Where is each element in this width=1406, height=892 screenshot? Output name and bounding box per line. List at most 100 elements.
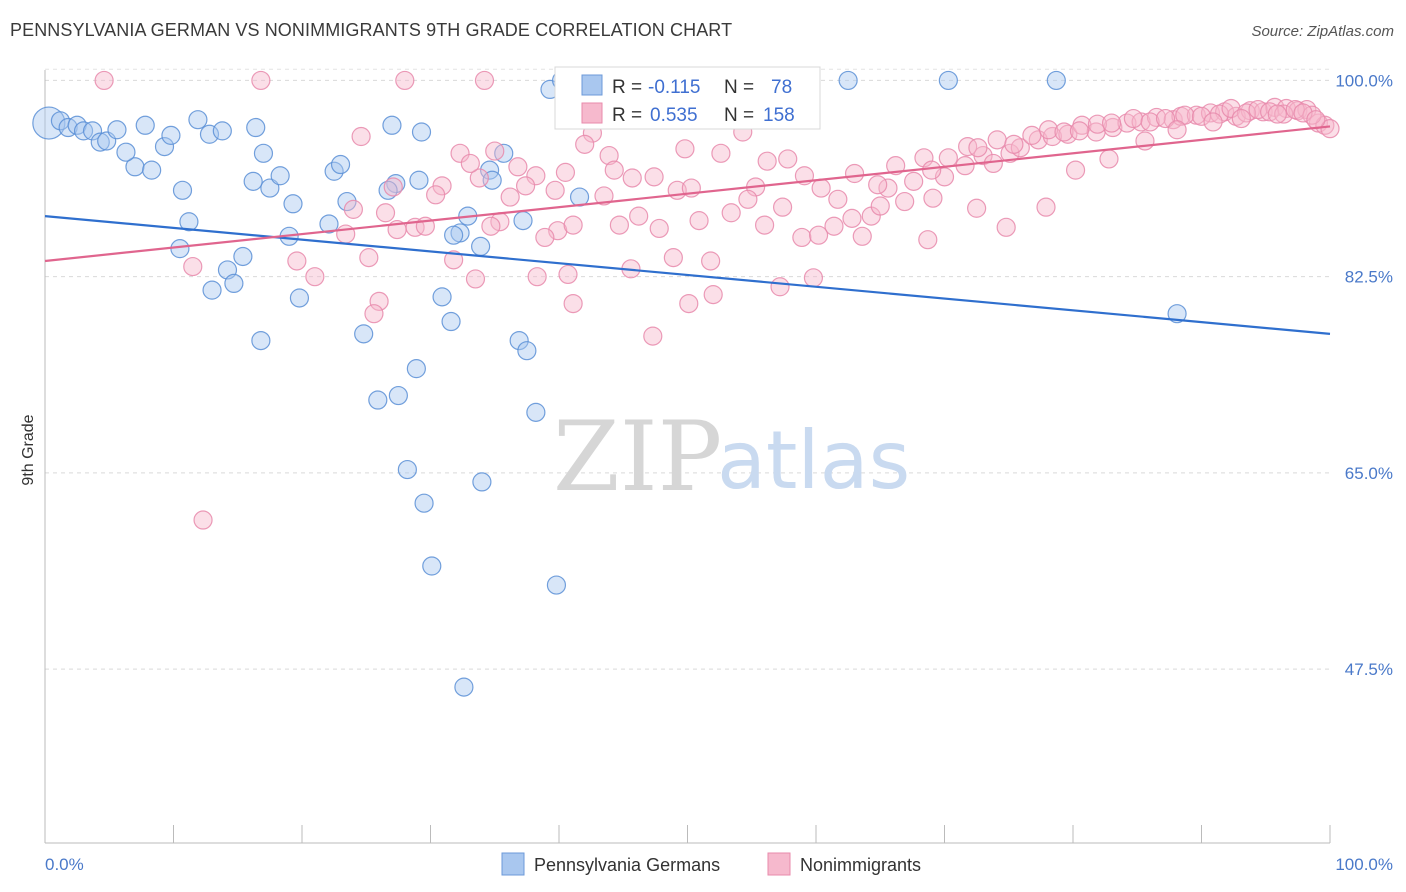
point-nonimmigrants-141 — [918, 230, 938, 250]
point-pennsylvania-germans-16 — [179, 212, 199, 232]
point-nonimmigrants-118 — [1236, 103, 1257, 123]
point-nonimmigrants-124 — [343, 199, 363, 219]
point-nonimmigrants-136 — [703, 285, 723, 305]
point-nonimmigrants-2 — [395, 70, 415, 91]
point-nonimmigrants-92 — [792, 227, 812, 248]
point-nonimmigrants-30 — [757, 151, 777, 171]
point-nonimmigrants-95 — [844, 163, 865, 184]
point-pennsylvania-germans-57 — [454, 677, 474, 697]
point-nonimmigrants-149 — [1203, 112, 1223, 132]
point-nonimmigrants-113 — [1155, 108, 1176, 129]
point-pennsylvania-germans-62 — [526, 402, 546, 422]
point-pennsylvania-germans-25 — [253, 143, 274, 163]
point-nonimmigrants-127 — [364, 304, 384, 324]
point-pennsylvania-germans-12 — [142, 160, 162, 180]
point-pennsylvania-germans-47 — [471, 236, 491, 256]
trend-line-pennsylvania-germans — [44, 215, 1331, 335]
gridlines — [45, 68, 1330, 670]
point-nonimmigrants-121 — [1274, 104, 1294, 124]
point-nonimmigrants-157 — [604, 160, 624, 180]
point-pennsylvania-germans-51 — [411, 122, 432, 142]
point-nonimmigrants-131 — [558, 264, 578, 285]
point-nonimmigrants-151 — [1267, 104, 1287, 124]
stats-n-value-pink: 158 — [763, 105, 795, 126]
point-pennsylvania-germans-39 — [368, 390, 388, 410]
point-pennsylvania-germans-53 — [378, 180, 398, 200]
point-pennsylvania-germans-10 — [116, 142, 136, 162]
trend-lines — [44, 125, 1331, 335]
point-pennsylvania-germans-76 — [1167, 304, 1187, 324]
point-nonimmigrants-20 — [563, 215, 583, 235]
axes — [44, 70, 1331, 844]
point-nonimmigrants-91 — [772, 197, 793, 217]
y-tick-label-3: 47.5% — [1345, 660, 1393, 679]
point-nonimmigrants-144 — [1036, 197, 1056, 217]
point-nonimmigrants-155 — [481, 216, 501, 236]
watermark-atlas: atlas — [717, 414, 910, 507]
point-pennsylvania-germans-11 — [135, 115, 155, 135]
point-nonimmigrants-88 — [721, 203, 741, 223]
point-pennsylvania-germans-23 — [246, 117, 266, 138]
point-nonimmigrants-93 — [808, 225, 829, 245]
point-pennsylvania-germans-8 — [107, 120, 127, 140]
point-nonimmigrants-128 — [444, 250, 464, 270]
point-nonimmigrants-72 — [383, 177, 403, 197]
point-nonimmigrants-96 — [868, 175, 888, 195]
y-tick-labels: 100.0% 82.5% 65.0% 47.5% — [1335, 71, 1393, 679]
point-pennsylvania-germans-30 — [289, 288, 310, 308]
point-pennsylvania-germans-45 — [444, 225, 464, 245]
point-nonimmigrants-109 — [1087, 114, 1108, 134]
point-pennsylvania-germans-24 — [243, 171, 263, 191]
point-pennsylvania-germans-63 — [546, 575, 567, 595]
point-nonimmigrants-104 — [1004, 134, 1024, 154]
point-nonimmigrants-76 — [500, 187, 520, 207]
point-pennsylvania-germans-35 — [337, 191, 357, 212]
point-nonimmigrants-110 — [1101, 113, 1122, 133]
point-nonimmigrants-105 — [1022, 125, 1042, 145]
point-nonimmigrants-0 — [94, 70, 114, 91]
point-pennsylvania-germans-13 — [154, 136, 175, 157]
point-nonimmigrants-18 — [526, 166, 546, 186]
point-nonimmigrants-132 — [563, 293, 583, 314]
x-tick-label-0: 0.0% — [45, 855, 84, 874]
point-pennsylvania-germans-59 — [414, 493, 434, 513]
point-nonimmigrants-116 — [1209, 104, 1230, 124]
point-nonimmigrants-129 — [465, 269, 486, 289]
point-nonimmigrants-77 — [515, 176, 536, 196]
point-nonimmigrants-89 — [738, 189, 758, 209]
stats-legend: R = -0.115 N = 78 R = 0.535 N = 158 — [554, 66, 821, 130]
point-nonimmigrants-90 — [754, 215, 775, 235]
point-nonimmigrants-140 — [870, 196, 890, 216]
point-pennsylvania-germans-38 — [354, 324, 374, 344]
point-nonimmigrants-87 — [701, 251, 721, 271]
point-nonimmigrants-10 — [375, 203, 396, 223]
chart-source: Source: ZipAtlas.com — [1251, 23, 1394, 40]
point-nonimmigrants-97 — [886, 156, 906, 176]
point-nonimmigrants-101 — [958, 136, 978, 157]
point-nonimmigrants-119 — [1248, 99, 1268, 120]
trend-line-nonimmigrants — [44, 125, 1331, 263]
point-nonimmigrants-8 — [305, 267, 325, 287]
point-nonimmigrants-70 — [1320, 119, 1340, 139]
point-nonimmigrants-98 — [904, 171, 924, 191]
point-pennsylvania-germans-33 — [251, 331, 271, 351]
legend-swatch-pennsylvania-germans — [501, 852, 525, 876]
point-nonimmigrants-153 — [1306, 110, 1326, 130]
stats-r-value-blue: -0.115 — [648, 77, 700, 98]
point-nonimmigrants-120 — [1260, 102, 1280, 122]
point-nonimmigrants-108 — [1069, 121, 1090, 141]
point-nonimmigrants-134 — [643, 326, 663, 346]
point-nonimmigrants-125 — [359, 248, 379, 268]
point-pennsylvania-germans-37 — [330, 154, 351, 175]
point-nonimmigrants-17 — [508, 157, 528, 177]
point-nonimmigrants-148 — [1167, 120, 1187, 140]
point-pennsylvania-germans-50 — [513, 211, 533, 231]
point-pennsylvania-germans-0 — [32, 106, 66, 140]
point-pennsylvania-germans-14 — [161, 125, 181, 145]
point-nonimmigrants-37 — [878, 178, 898, 198]
point-pennsylvania-germans-54 — [382, 115, 402, 135]
point-nonimmigrants-150 — [1231, 108, 1251, 129]
point-nonimmigrants-26 — [689, 211, 709, 231]
point-pennsylvania-germans-72 — [838, 70, 858, 91]
point-nonimmigrants-139 — [852, 226, 872, 246]
